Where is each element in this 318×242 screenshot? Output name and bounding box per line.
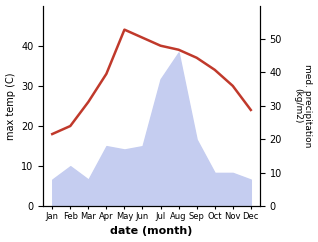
Y-axis label: max temp (C): max temp (C) <box>5 72 16 140</box>
X-axis label: date (month): date (month) <box>110 227 193 236</box>
Y-axis label: med. precipitation
(kg/m2): med. precipitation (kg/m2) <box>293 64 313 148</box>
